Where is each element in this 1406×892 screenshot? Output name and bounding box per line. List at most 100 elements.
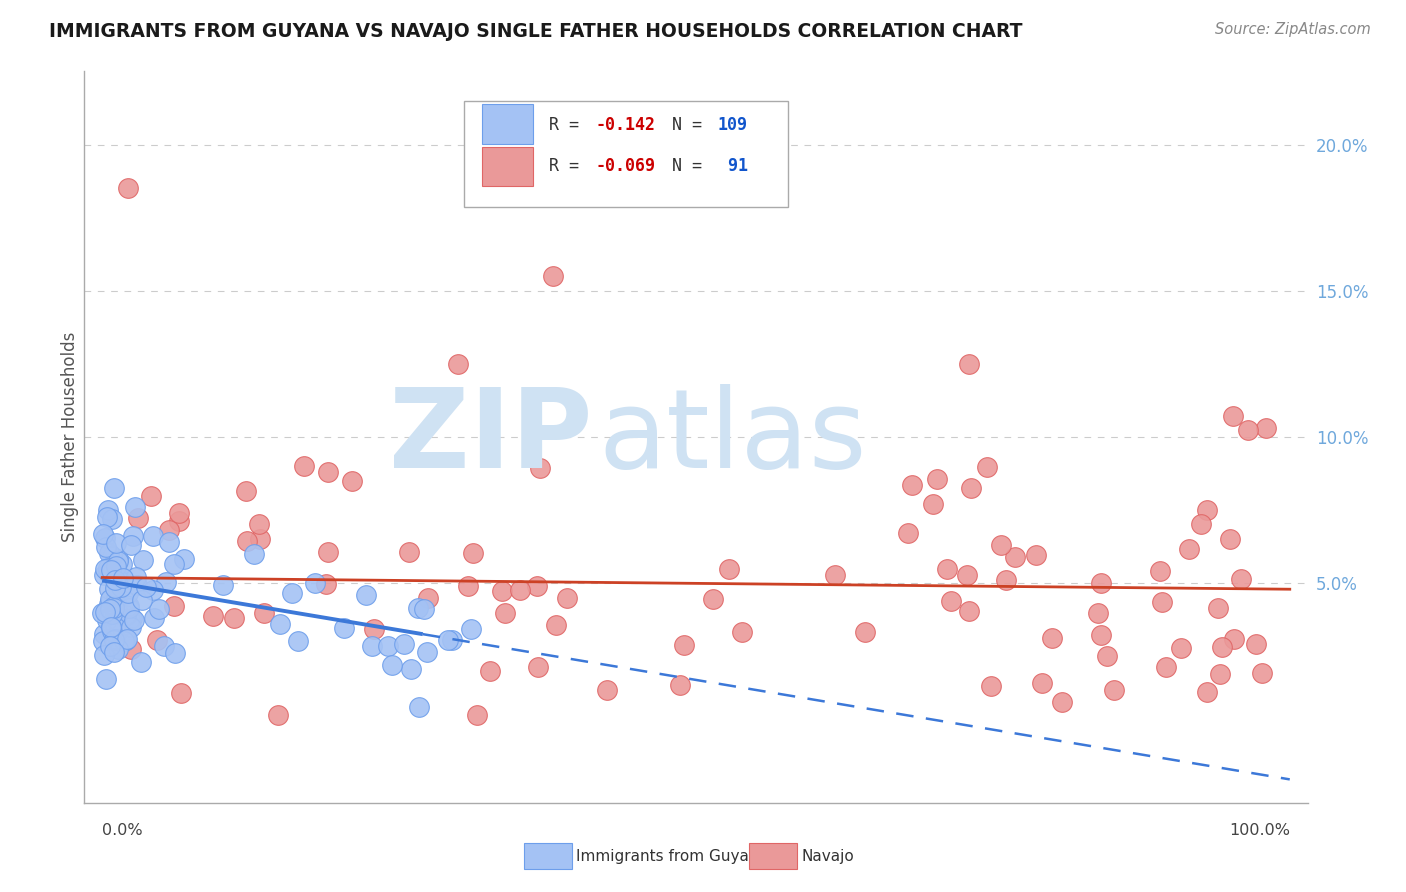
Point [1102,683,1125,698]
Point [163,647,186,661]
Text: atlas: atlas [598,384,866,491]
Point [97,561,120,575]
Point [121,610,143,624]
Point [104,581,127,595]
Point [121,642,143,657]
Point [117,586,139,600]
Point [702,592,724,607]
Text: 100.0%: 100.0% [1229,823,1289,838]
Point [101,607,124,622]
Point [224,611,246,625]
Point [529,460,551,475]
Text: IMMIGRANTS FROM GUYANA VS NAVAJO SINGLE FATHER HOUSEHOLDS CORRELATION CHART: IMMIGRANTS FROM GUYANA VS NAVAJO SINGLE … [49,22,1022,41]
Point [117,181,139,195]
Point [101,549,124,563]
Point [1209,667,1232,681]
Point [167,506,190,520]
Point [1052,695,1074,709]
Point [416,645,439,659]
Point [995,574,1018,588]
Point [91,526,114,541]
Point [120,620,142,634]
FancyBboxPatch shape [482,104,533,144]
Point [381,657,404,672]
Point [1219,533,1241,547]
Point [249,533,271,547]
Point [269,616,291,631]
Text: 91: 91 [718,158,748,176]
Point [315,577,337,591]
Point [131,553,153,567]
Point [718,561,741,575]
Point [96,510,118,524]
Point [98,582,121,596]
Text: 0.0%: 0.0% [103,823,143,838]
Point [1149,564,1171,578]
Text: 109: 109 [718,116,748,134]
Point [668,678,690,692]
Point [157,534,180,549]
Point [104,535,127,549]
Point [267,708,290,723]
Point [100,512,122,526]
Point [304,575,326,590]
Point [125,570,148,584]
Point [142,529,165,543]
FancyBboxPatch shape [464,101,787,207]
Point [1004,550,1026,565]
Point [1195,685,1218,699]
Point [114,593,136,607]
Point [1250,665,1272,680]
Point [105,575,128,590]
Point [377,639,399,653]
Point [124,500,146,514]
Point [1040,631,1063,645]
Point [97,597,120,611]
Point [1244,637,1267,651]
Point [897,526,920,541]
Point [1230,572,1253,586]
Point [110,574,132,588]
Point [120,538,142,552]
Point [1237,423,1260,437]
Point [101,566,124,580]
Point [108,623,131,637]
Point [494,606,516,620]
Point [447,357,470,371]
Point [91,634,114,648]
Point [100,620,122,634]
Point [100,563,122,577]
Text: Source: ZipAtlas.com: Source: ZipAtlas.com [1215,22,1371,37]
Point [173,552,195,566]
Point [1254,421,1277,435]
Text: Navajo: Navajo [801,849,855,863]
Point [105,558,128,573]
Point [1097,648,1119,663]
Point [97,503,120,517]
Point [103,582,125,596]
Point [1152,595,1174,609]
Point [1170,640,1192,655]
Point [394,637,416,651]
Point [94,561,117,575]
Point [543,269,565,284]
Point [107,552,129,566]
Point [1211,640,1233,654]
Point [202,609,225,624]
Point [491,584,513,599]
Point [122,613,145,627]
Point [94,605,117,619]
Point [104,573,127,587]
Point [1223,632,1246,646]
Text: R =: R = [550,158,589,176]
Point [107,554,129,568]
Point [98,592,121,607]
Point [398,545,420,559]
Point [100,620,122,634]
Point [478,665,501,679]
Point [925,472,948,486]
Point [91,607,114,621]
Point [93,648,115,663]
Point [107,571,129,585]
Point [253,606,276,620]
